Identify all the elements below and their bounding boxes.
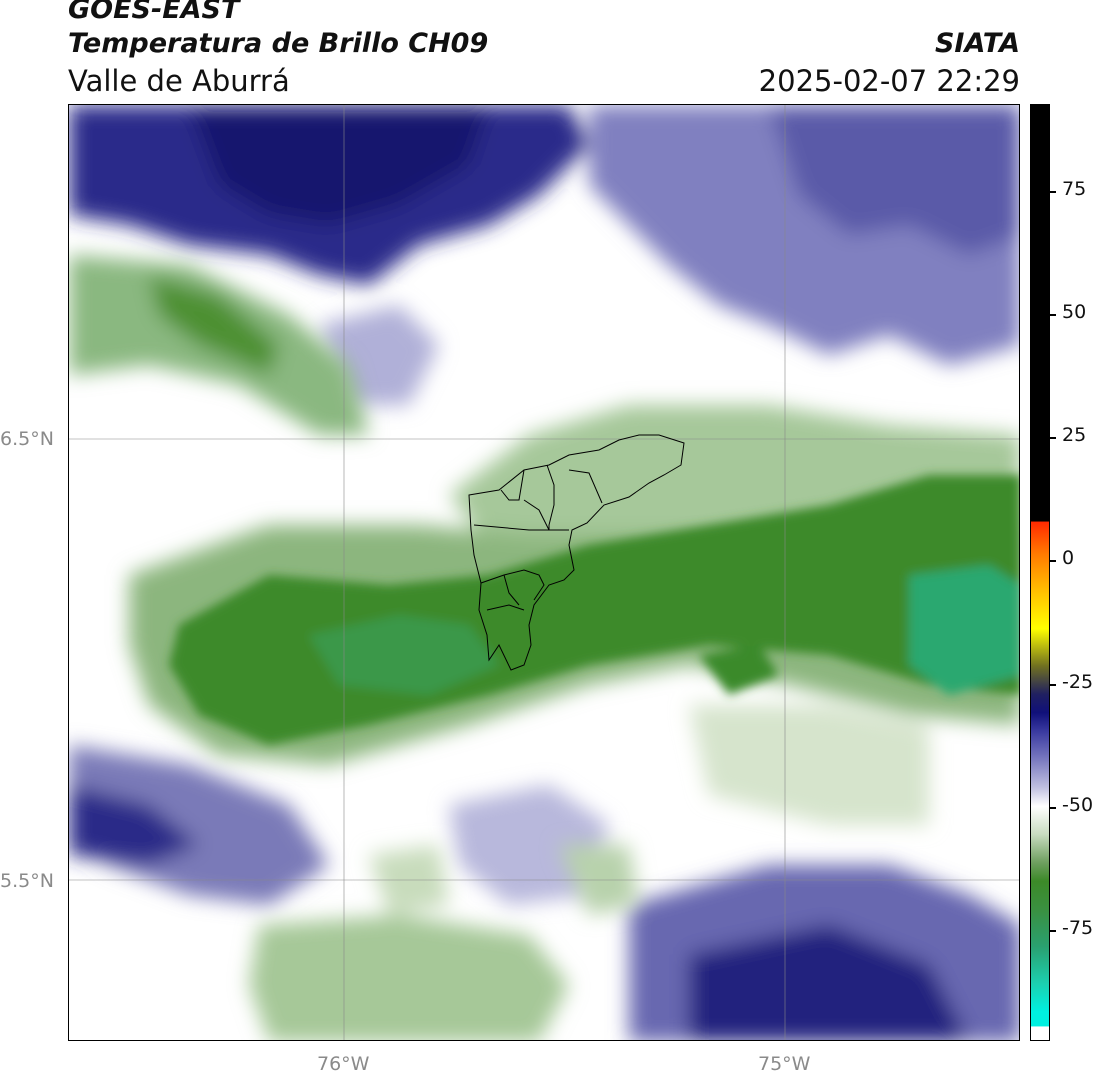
colorbar-tick — [1050, 314, 1056, 316]
colorbar-label: 50 — [1062, 301, 1087, 323]
colorbar-label: -50 — [1062, 794, 1094, 816]
brand-label: SIATA — [934, 28, 1020, 59]
colorbar-tick — [1050, 930, 1056, 932]
datetime-label: 2025-02-07 22:29 — [758, 64, 1020, 98]
colorbar — [1030, 104, 1050, 1041]
title-satellite: GOES-EAST — [68, 0, 240, 25]
colorbar-label: -75 — [1062, 917, 1094, 939]
title-product: Temperatura de Brillo CH09 — [68, 28, 489, 59]
colorbar-tick — [1050, 560, 1056, 562]
colorbar-tick — [1050, 437, 1056, 439]
colorbar-tick — [1050, 191, 1056, 193]
subtitle-region: Valle de Aburrá — [68, 64, 290, 98]
lat-label-5-5n: 5.5°N — [0, 870, 54, 892]
colorbar-label: 0 — [1062, 547, 1075, 569]
colorbar-label: 75 — [1062, 178, 1087, 200]
lat-label-6-5n: 6.5°N — [0, 428, 54, 450]
colorbar-tick — [1050, 684, 1056, 686]
satellite-map[interactable] — [68, 104, 1020, 1041]
clear-sky-regions — [69, 105, 1019, 1040]
lon-label-76w: 76°W — [317, 1053, 370, 1075]
colorbar-label: -25 — [1062, 671, 1094, 693]
lon-label-75w: 75°W — [758, 1053, 811, 1075]
cold-cloud-core — [169, 475, 1019, 745]
colorbar-tick — [1050, 807, 1056, 809]
colorbar-label: 25 — [1062, 424, 1087, 446]
graticule — [69, 105, 1019, 1040]
valle-aburra-outline — [468, 434, 685, 671]
